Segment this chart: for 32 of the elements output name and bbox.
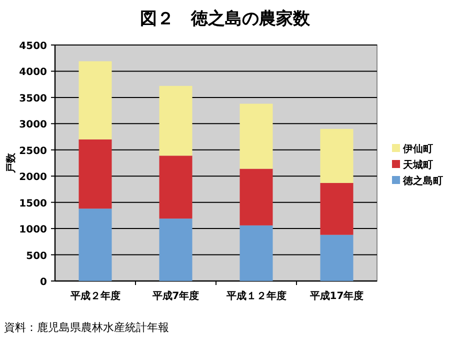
bar — [240, 104, 273, 169]
bar — [159, 86, 192, 156]
y-tick-label: 2000 — [19, 172, 48, 184]
bar — [159, 156, 192, 219]
y-tick-label: 4500 — [19, 41, 48, 52]
bar — [159, 218, 192, 281]
legend-label: 伊仙町 — [402, 143, 433, 155]
bar — [240, 168, 273, 226]
x-tick-label: 平成7年度 — [151, 290, 200, 302]
y-tick-label: 500 — [26, 250, 48, 262]
text: 資料：鹿児島県農林水産統計年報 — [4, 321, 169, 334]
bar — [78, 208, 112, 281]
y-tick-label: 3500 — [19, 93, 48, 104]
y-tick-label: 3000 — [19, 120, 48, 131]
y-tick-label: 1000 — [19, 224, 48, 236]
bar — [240, 225, 273, 281]
chart-title: 図２ 徳之島の農家数 — [140, 9, 311, 29]
x-tick-label: 平成１２年度 — [225, 290, 286, 302]
y-tick-label: 1500 — [19, 198, 48, 210]
legend-label: 徳之島町 — [402, 175, 443, 187]
x-tick-label: 平成17年度 — [308, 290, 364, 302]
x-tick-label: 平成２年度 — [69, 290, 120, 302]
bar — [78, 139, 112, 209]
y-tick-label: 4000 — [19, 67, 48, 78]
legend-label: 天城町 — [402, 159, 433, 171]
y-axis-title: 戸数 — [5, 152, 17, 174]
y-tick-label: 0 — [40, 277, 48, 288]
bar — [78, 61, 112, 140]
bar — [320, 182, 354, 235]
bar — [320, 128, 354, 183]
bar — [320, 234, 354, 281]
y-tick-label: 2500 — [19, 146, 48, 157]
